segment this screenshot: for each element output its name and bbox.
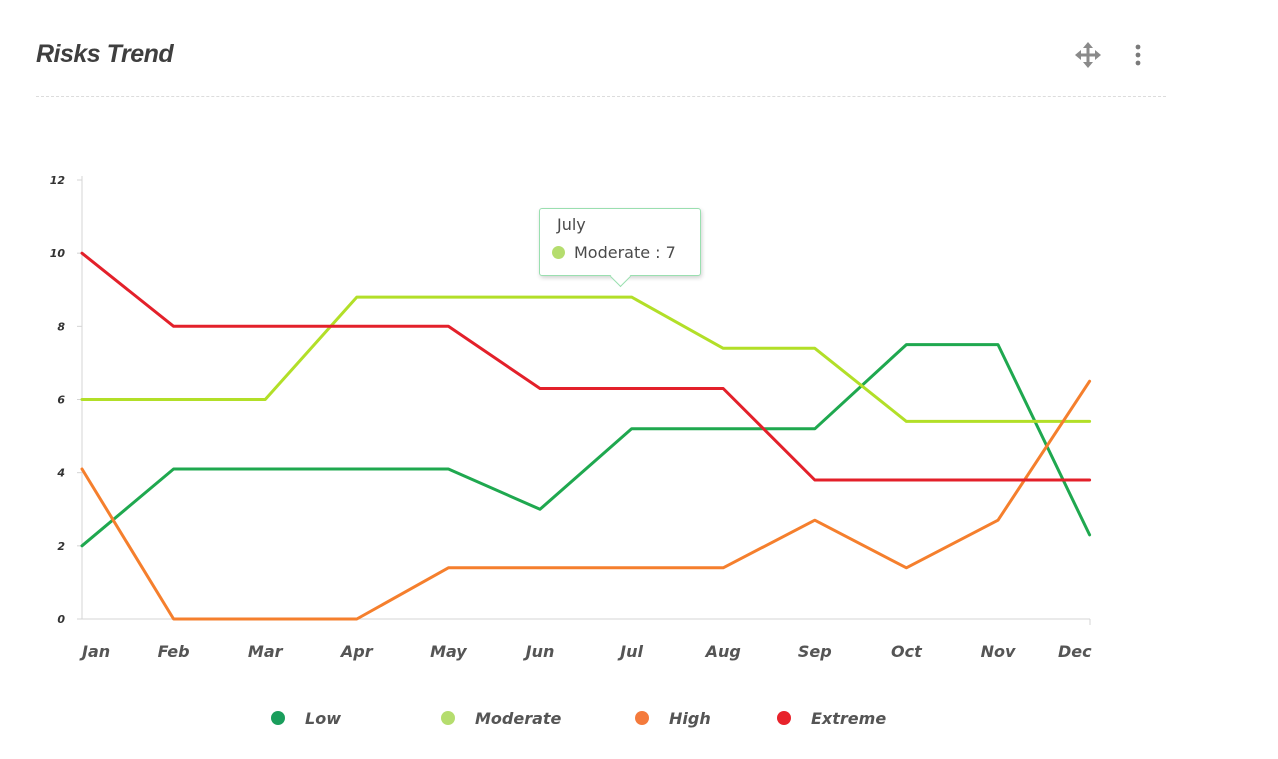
x-category-label: May [430,642,467,661]
y-tick-label: 4 [56,467,65,480]
tooltip-series-name: Moderate [574,243,651,262]
x-category-label: Nov [981,642,1016,661]
y-tick-label: 6 [57,394,65,407]
legend-label-moderate: Moderate [475,709,562,728]
chart-area: 0 2 4 6 8 10 12 Jan Feb Mar Apr May Jun Jul Aug Sep Oct N… [0,150,1278,759]
line-chart: 0 2 4 6 8 10 12 Jan Feb Mar Apr May Jun Jul Aug Sep Oct N… [50,174,1092,728]
x-category-label: Dec [1058,642,1092,661]
legend-marker-low [271,711,285,725]
legend-marker-high [635,711,649,725]
series-line-high [80,379,1092,621]
x-category-label: Apr [339,642,374,661]
chart-tooltip: July Moderate : 7 [539,208,701,276]
move-arrows-icon[interactable] [1074,41,1102,69]
tooltip-title: July [557,215,586,234]
y-tick-label: 8 [57,320,65,333]
tooltip-separator: : [650,243,666,262]
legend-marker-extreme [777,711,791,725]
x-category-label: Jul [617,642,643,661]
tooltip-row: Moderate : 7 [552,243,676,262]
x-category-label: Sep [798,642,832,661]
tooltip-series-dot [552,246,565,259]
legend-marker-moderate [441,711,455,725]
tooltip-value: 7 [665,243,676,262]
x-category-label: Aug [704,642,741,661]
series-line-low [80,343,1092,548]
x-category-label: Jun [523,642,555,661]
legend-label-extreme: Extreme [811,709,886,728]
x-category-label: Oct [891,642,923,661]
series-line-extreme [80,251,1092,482]
card-title: Risks Trend [36,40,174,68]
legend-label-high: High [669,709,711,728]
y-tick-label: 2 [57,540,65,553]
y-tick-label: 0 [57,613,65,626]
vertical-ellipsis-icon[interactable] [1124,41,1152,69]
header-actions [1074,41,1152,69]
y-tick-label: 12 [50,174,66,187]
card-header: Risks Trend [36,32,1166,97]
legend-label-low: Low [305,709,341,728]
series-line-moderate [80,295,1092,423]
x-category-label: Feb [158,642,190,661]
y-tick-label: 10 [50,247,66,260]
x-category-label: Jan [79,642,110,661]
x-category-label: Mar [248,642,284,661]
